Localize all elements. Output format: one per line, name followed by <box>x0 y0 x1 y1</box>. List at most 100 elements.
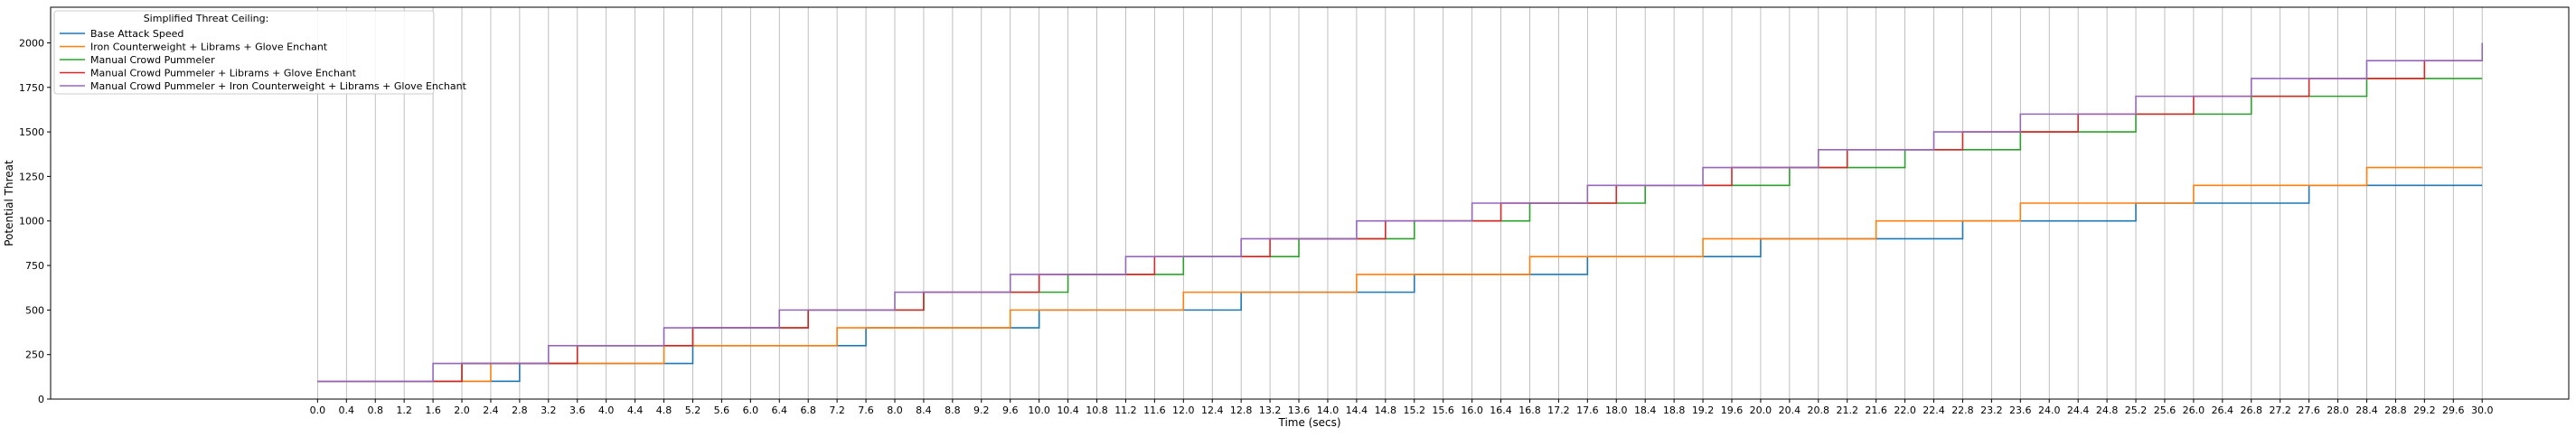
x-tick-label: 4.8 <box>656 404 672 416</box>
x-tick-label: 1.6 <box>425 404 441 416</box>
y-tick-label: 1500 <box>19 126 44 138</box>
legend-entry-2: Iron Counterweight + Librams + Glove Enc… <box>90 42 328 53</box>
x-tick-label: 24.4 <box>2067 404 2090 416</box>
y-tick-label: 1750 <box>19 82 44 94</box>
y-tick-label: 250 <box>25 349 44 361</box>
x-tick-label: 10.0 <box>1028 404 1050 416</box>
x-tick-label: 0.4 <box>339 404 355 416</box>
x-tick-label: 11.6 <box>1143 404 1166 416</box>
x-tick-label: 2.4 <box>483 404 499 416</box>
x-tick-label: 25.2 <box>2125 404 2148 416</box>
x-tick-label: 19.2 <box>1692 404 1715 416</box>
y-tick-label: 500 <box>25 304 44 316</box>
x-tick-label: 10.8 <box>1086 404 1108 416</box>
legend-entry-4: Manual Crowd Pummeler + Librams + Glove … <box>90 68 357 79</box>
legend-entry-5: Manual Crowd Pummeler + Iron Counterweig… <box>90 80 467 92</box>
x-tick-label: 15.2 <box>1404 404 1426 416</box>
x-tick-label: 10.4 <box>1057 404 1079 416</box>
x-tick-label: 28.4 <box>2355 404 2378 416</box>
x-tick-label: 18.8 <box>1663 404 1686 416</box>
x-tick-label: 12.0 <box>1172 404 1195 416</box>
x-tick-label: 13.6 <box>1288 404 1311 416</box>
x-tick-label: 1.2 <box>396 404 412 416</box>
series-line-1 <box>317 184 2483 383</box>
x-tick-label: 2.8 <box>512 404 528 416</box>
x-tick-label: 30.0 <box>2471 404 2494 416</box>
series-line-2 <box>317 166 2483 383</box>
x-tick-label: 24.8 <box>2096 404 2119 416</box>
legend-entry-3: Manual Crowd Pummeler <box>90 54 215 66</box>
x-tick-label: 3.6 <box>569 404 586 416</box>
legend-entry-1: Base Attack Speed <box>90 28 183 40</box>
x-tick-label: 5.6 <box>714 404 730 416</box>
y-axis-label: Potential Threat <box>3 160 15 246</box>
x-tick-label: 14.8 <box>1375 404 1397 416</box>
x-tick-label: 22.4 <box>1923 404 1945 416</box>
x-tick-label: 4.0 <box>598 404 615 416</box>
x-tick-label: 28.8 <box>2384 404 2407 416</box>
x-tick-label: 6.4 <box>772 404 788 416</box>
plot-frame <box>50 6 2570 400</box>
x-tick-label: 13.2 <box>1259 404 1282 416</box>
x-tick-label: 16.8 <box>1518 404 1541 416</box>
x-tick-label: 17.2 <box>1547 404 1570 416</box>
x-tick-label: 23.2 <box>1980 404 2003 416</box>
x-tick-label: 14.4 <box>1346 404 1368 416</box>
x-tick-label: 27.6 <box>2298 404 2320 416</box>
legend: Simplified Threat Ceiling: Base Attack S… <box>53 10 467 95</box>
x-tick-label: 22.8 <box>1951 404 1974 416</box>
x-tick-label: 0.8 <box>367 404 383 416</box>
x-tick-label: 27.2 <box>2269 404 2291 416</box>
x-tick-label: 9.2 <box>973 404 990 416</box>
x-tick-label: 20.8 <box>1808 404 1830 416</box>
x-tick-label: 3.2 <box>541 404 557 416</box>
x-tick-label: 22.0 <box>1894 404 1916 416</box>
x-tick-label: 20.0 <box>1750 404 1772 416</box>
x-tick-label: 8.8 <box>945 404 961 416</box>
x-tick-label: 6.8 <box>800 404 816 416</box>
axis-layer: 0.0 0.4 0.8 1.2 1.6 2.0 2.4 2.8 3.2 3.6 4.0 4.4 4.8 5… <box>19 37 2493 416</box>
x-tick-label: 16.4 <box>1490 404 1512 416</box>
x-tick-label: 18.4 <box>1634 404 1657 416</box>
x-tick-label: 26.8 <box>2241 404 2263 416</box>
x-tick-label: 19.6 <box>1721 404 1744 416</box>
x-tick-label: 24.0 <box>2038 404 2061 416</box>
x-tick-label: 5.2 <box>685 404 701 416</box>
series-layer <box>317 42 2484 383</box>
legend-title: Simplified Threat Ceiling: <box>144 13 269 24</box>
x-tick-label: 12.8 <box>1230 404 1253 416</box>
y-tick-label: 0 <box>38 394 44 405</box>
x-tick-label: 26.0 <box>2183 404 2205 416</box>
x-tick-label: 26.4 <box>2212 404 2234 416</box>
x-tick-label: 18.0 <box>1605 404 1628 416</box>
x-tick-label: 14.0 <box>1317 404 1340 416</box>
x-tick-label: 11.2 <box>1114 404 1137 416</box>
series-line-5 <box>317 42 2484 383</box>
series-line-3 <box>317 78 2483 383</box>
x-tick-label: 21.6 <box>1865 404 1887 416</box>
x-tick-label: 21.2 <box>1836 404 1858 416</box>
legend-box <box>53 10 435 95</box>
x-tick-label: 4.4 <box>627 404 644 416</box>
x-tick-label: 8.0 <box>887 404 903 416</box>
x-axis-label: Time (secs) <box>1277 416 1340 429</box>
x-tick-label: 7.2 <box>829 404 845 416</box>
y-tick-label: 1000 <box>19 216 44 228</box>
y-tick-label: 750 <box>25 260 44 272</box>
x-tick-label: 25.6 <box>2154 404 2176 416</box>
x-tick-label: 20.4 <box>1779 404 1801 416</box>
x-tick-label: 15.6 <box>1432 404 1454 416</box>
x-tick-label: 0.0 <box>310 404 326 416</box>
x-tick-label: 6.0 <box>743 404 759 416</box>
x-tick-label: 17.6 <box>1576 404 1599 416</box>
legend-entries: Base Attack Speed Iron Counterweight + Li… <box>60 28 467 92</box>
x-tick-label: 9.6 <box>1002 404 1019 416</box>
x-tick-label: 23.6 <box>2009 404 2032 416</box>
x-tick-label: 29.2 <box>2413 404 2436 416</box>
x-tick-label: 28.0 <box>2327 404 2349 416</box>
x-tick-label: 2.0 <box>454 404 470 416</box>
x-tick-label: 29.6 <box>2442 404 2465 416</box>
x-tick-label: 7.6 <box>858 404 874 416</box>
